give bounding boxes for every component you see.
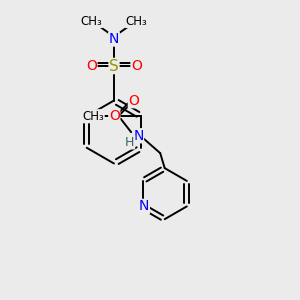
Text: CH₃: CH₃ (81, 14, 102, 28)
Text: CH₃: CH₃ (126, 14, 147, 28)
Text: O: O (131, 59, 142, 73)
Text: CH₃: CH₃ (82, 110, 104, 123)
Text: S: S (109, 58, 119, 74)
Text: O: O (86, 59, 97, 73)
Text: H: H (125, 136, 135, 149)
Text: O: O (109, 109, 120, 123)
Text: N: N (109, 32, 119, 46)
Text: N: N (139, 200, 149, 213)
Text: O: O (128, 94, 139, 108)
Text: N: N (133, 129, 143, 143)
